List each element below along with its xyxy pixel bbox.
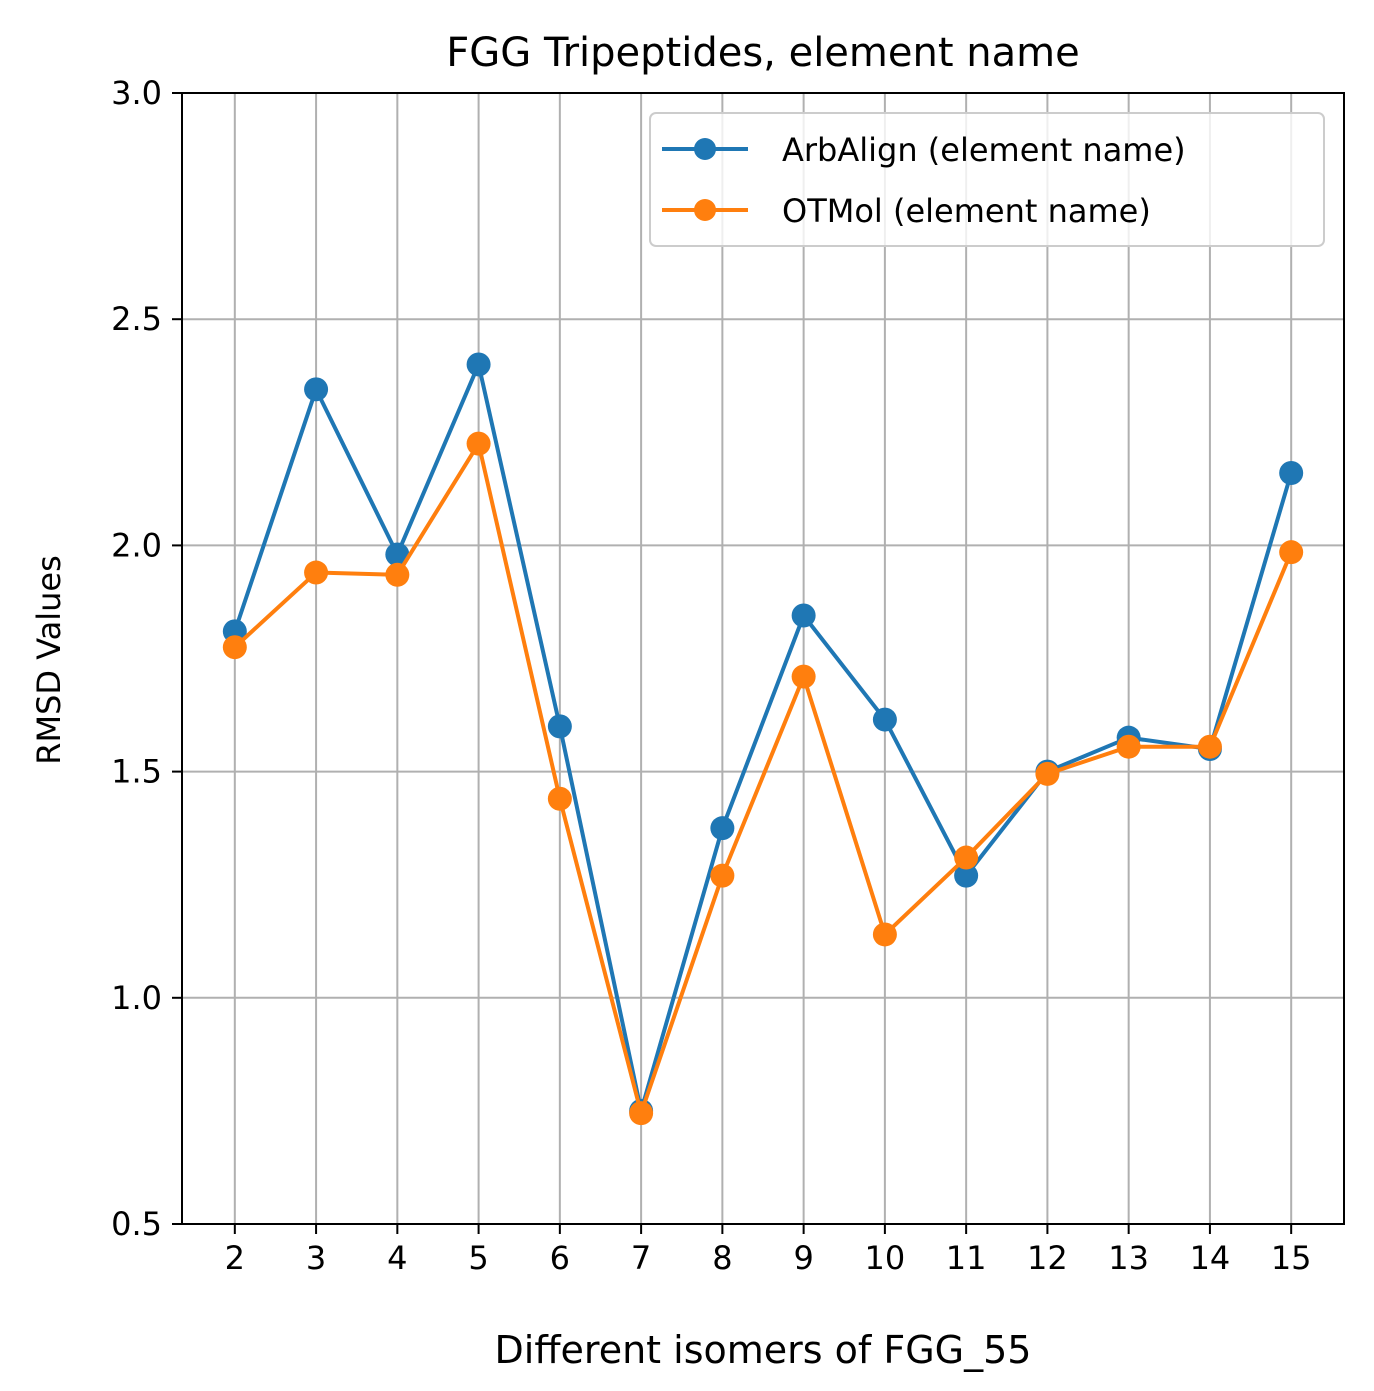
x-axis-title: Different isomers of FGG_55 — [495, 1328, 1032, 1372]
legend-marker — [694, 199, 716, 221]
y-tick-label: 0.5 — [111, 1205, 162, 1243]
series-line — [232, 362, 1294, 1113]
data-point — [1116, 734, 1141, 759]
x-tick-label: 6 — [550, 1239, 570, 1277]
data-point — [710, 816, 735, 841]
data-point — [710, 863, 735, 888]
data-point — [791, 603, 816, 628]
data-point — [872, 707, 897, 732]
data-point — [547, 714, 572, 739]
y-tick-label: 1.5 — [111, 753, 162, 791]
legend-label: OTMol (element name) — [782, 192, 1151, 230]
x-tick-label: 15 — [1271, 1239, 1312, 1277]
data-point — [872, 922, 897, 947]
x-tick-label: 5 — [468, 1239, 488, 1277]
x-tick-label: 14 — [1190, 1239, 1231, 1277]
series-line — [233, 441, 1294, 1116]
legend-entry-otmol: OTMol (element name) — [662, 192, 1151, 230]
data-point — [629, 1101, 654, 1126]
data-point — [385, 542, 410, 567]
x-tick-label: 10 — [865, 1239, 906, 1277]
y-tick-label: 1.0 — [111, 979, 162, 1017]
x-tick-label: 3 — [306, 1239, 326, 1277]
x-tick-label: 12 — [1027, 1239, 1068, 1277]
data-point — [466, 431, 491, 456]
x-tick-label: 2 — [225, 1239, 245, 1277]
data-point — [304, 377, 329, 402]
legend: ArbAlign (element name) OTMol (element n… — [649, 112, 1325, 247]
legend-marker — [694, 138, 716, 160]
x-tick-label: 13 — [1108, 1239, 1149, 1277]
legend-entry-arbalign: ArbAlign (element name) — [662, 131, 1186, 169]
x-tick-label: 4 — [387, 1239, 407, 1277]
legend-box — [649, 112, 1325, 247]
data-point — [791, 664, 816, 689]
data-point — [1279, 540, 1304, 565]
data-point — [466, 352, 491, 377]
plot-frame — [181, 92, 1345, 1225]
axes: 2 3 4 5 6 7 8 9 10 11 12 13 14 15 0.5 1.0 1.5 2.0 2.5 3.0 — [111, 74, 1311, 1277]
chart-title: FGG Tripeptides, element name — [446, 30, 1079, 76]
x-tick-label: 11 — [946, 1239, 987, 1277]
data-point — [547, 786, 572, 811]
series-layer — [222, 352, 1304, 1126]
data-point — [1279, 461, 1304, 486]
x-tick-label: 7 — [631, 1239, 651, 1277]
data-point — [385, 562, 410, 587]
data-point — [304, 560, 329, 585]
data-point — [222, 635, 247, 660]
data-point — [954, 845, 979, 870]
data-point — [954, 863, 979, 888]
x-tick-label: 9 — [793, 1239, 813, 1277]
y-tick-label: 2.0 — [111, 526, 162, 564]
data-point — [1197, 734, 1222, 759]
y-tick-label: 2.5 — [111, 300, 162, 338]
y-axis-title: RMSD Values — [30, 555, 68, 765]
data-point — [1035, 761, 1060, 786]
series-otmol — [222, 431, 1304, 1126]
x-tick-label: 8 — [712, 1239, 732, 1277]
legend-label: ArbAlign (element name) — [782, 131, 1186, 169]
y-tick-label: 3.0 — [111, 74, 162, 112]
